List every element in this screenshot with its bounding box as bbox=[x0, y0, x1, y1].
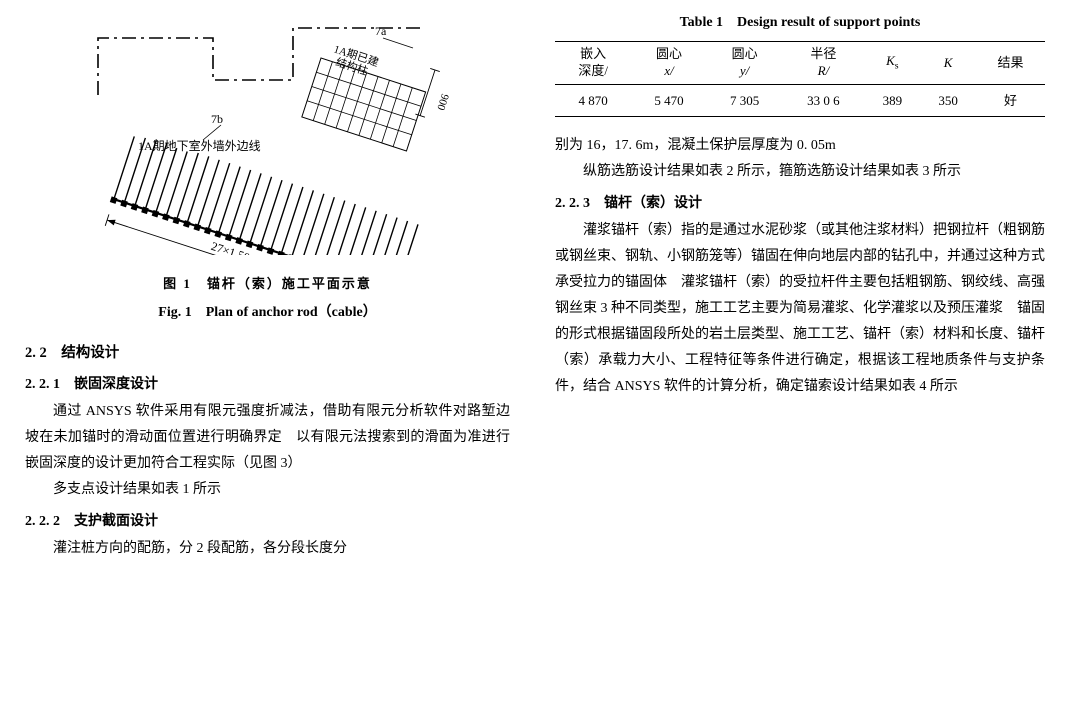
anchor-plan-diagram: 27×1 500=40 500 900 7a 7b 1A期地下室外墙外边线 bbox=[83, 10, 453, 255]
cell-depth: 4 870 bbox=[555, 84, 631, 116]
svg-text:7b: 7b bbox=[211, 112, 223, 126]
cell-x: 5 470 bbox=[631, 84, 707, 116]
table-1-data-row: 4 870 5 470 7 305 33 0 6 389 350 好 bbox=[555, 84, 1045, 116]
svg-text:7a: 7a bbox=[375, 24, 387, 38]
cell-r: 33 0 6 bbox=[782, 84, 864, 116]
cell-result: 好 bbox=[976, 84, 1045, 116]
table-1: 嵌入 深度/ 圆心 x/ 圆心 y/ 半径 R/ Ks bbox=[555, 41, 1045, 117]
col-radius: 半径 R/ bbox=[782, 42, 864, 85]
figure-1-caption-en: Fig. 1 Plan of anchor rod（cable） bbox=[25, 300, 510, 325]
heading-2-2-1: 2. 2. 1 嵌固深度设计 bbox=[25, 372, 510, 397]
para-anchor-design: 灌浆锚杆（索）指的是通过水泥砂浆（或其他注浆材料）把钢拉杆（粗钢筋或钢丝束、钢轨… bbox=[555, 218, 1045, 399]
table-1-caption-en: Table 1 Design result of support points bbox=[555, 10, 1045, 35]
para-rebar-ref: 纵筋选筋设计结果如表 2 所示，箍筋选筋设计结果如表 3 所示 bbox=[555, 159, 1045, 185]
col-result: 结果 bbox=[976, 42, 1045, 85]
col-center-x: 圆心 x/ bbox=[631, 42, 707, 85]
cell-k: 350 bbox=[920, 84, 976, 116]
para-continuation: 别为 16，17. 6m，混凝土保护层厚度为 0. 05m bbox=[555, 133, 1045, 159]
figure-1: 27×1 500=40 500 900 7a 7b 1A期地下室外墙外边线 bbox=[25, 10, 510, 325]
col-k: K bbox=[920, 42, 976, 85]
col-center-y: 圆心 y/ bbox=[707, 42, 783, 85]
heading-2-2: 2. 2 结构设计 bbox=[25, 340, 510, 366]
col-depth: 嵌入 深度/ bbox=[555, 42, 631, 85]
svg-text:1A期地下室外墙外边线: 1A期地下室外墙外边线 bbox=[138, 138, 261, 153]
para-table1-ref: 多支点设计结果如表 1 所示 bbox=[25, 477, 510, 503]
table-1-header-row: 嵌入 深度/ 圆心 x/ 圆心 y/ 半径 R/ Ks bbox=[555, 42, 1045, 85]
heading-2-2-3: 2. 2. 3 锚杆（索）设计 bbox=[555, 191, 1045, 216]
cell-ks: 389 bbox=[864, 84, 920, 116]
col-ks: Ks bbox=[864, 42, 920, 85]
para-section-design: 灌注桩方向的配筋，分 2 段配筋，各分段长度分 bbox=[25, 536, 510, 562]
heading-2-2-2: 2. 2. 2 支护截面设计 bbox=[25, 509, 510, 534]
right-column: Table 1 Design result of support points … bbox=[535, 10, 1055, 694]
figure-1-caption-cn: 图 1 锚杆（索）施工平面示意 bbox=[25, 272, 510, 295]
svg-text:900: 900 bbox=[434, 92, 451, 112]
para-embed-depth: 通过 ANSYS 软件采用有限元强度折减法，借助有限元分析软件对路堑边坡在未加锚… bbox=[25, 399, 510, 477]
left-column: 27×1 500=40 500 900 7a 7b 1A期地下室外墙外边线 bbox=[15, 10, 535, 694]
cell-y: 7 305 bbox=[707, 84, 783, 116]
